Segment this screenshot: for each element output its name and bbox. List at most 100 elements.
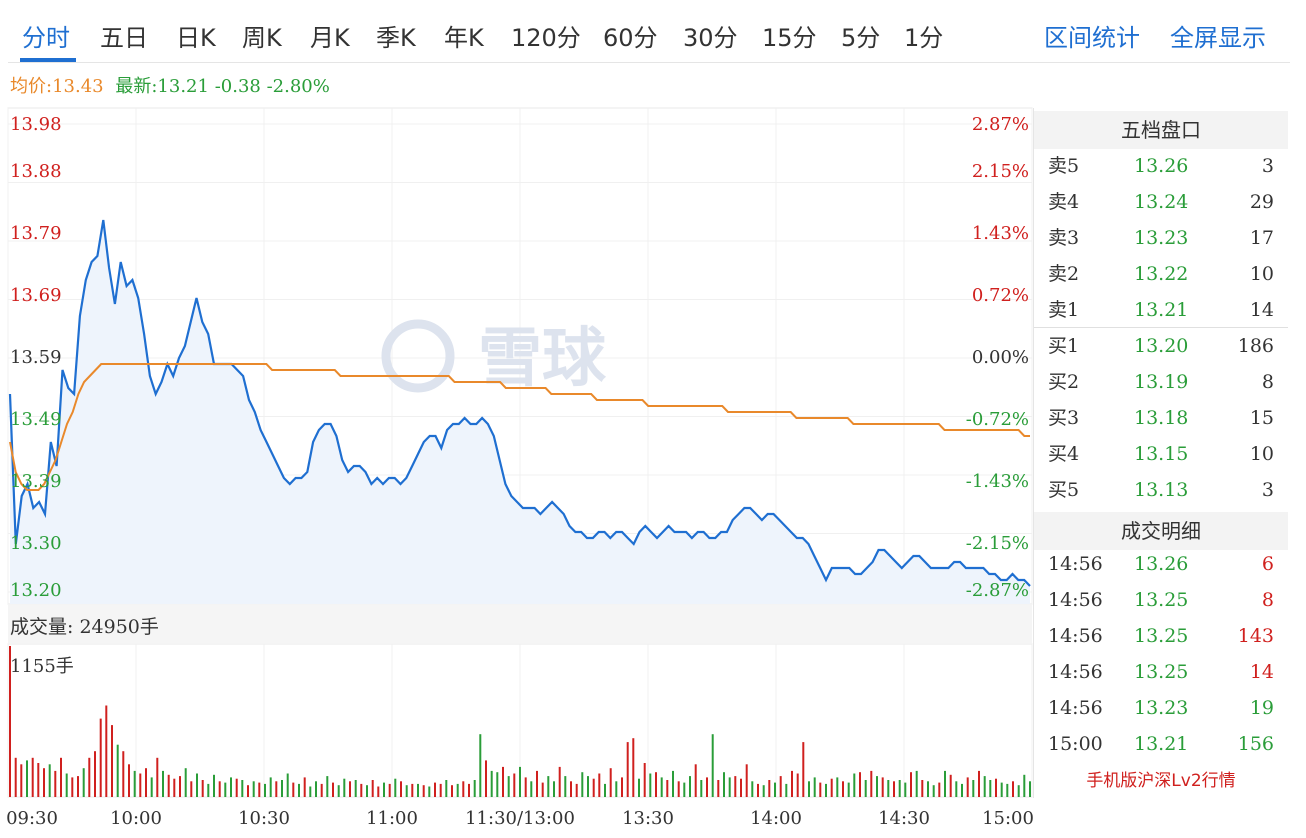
tab-7[interactable]: 120分 bbox=[511, 24, 581, 52]
trade-row: 14:56 13.26 6 bbox=[1034, 546, 1288, 582]
volume-bar bbox=[213, 774, 215, 797]
tab-11[interactable]: 5分 bbox=[841, 24, 881, 52]
volume-bar bbox=[224, 782, 227, 797]
row-volume: 19 bbox=[1249, 697, 1274, 719]
y-tick-label: 13.59 bbox=[10, 347, 62, 368]
volume-header bbox=[8, 605, 1032, 643]
tab-3[interactable]: 周K bbox=[242, 24, 282, 52]
volume-bar bbox=[796, 773, 799, 797]
volume-bar bbox=[332, 782, 334, 797]
volume-bar bbox=[683, 782, 686, 797]
volume-bar bbox=[366, 785, 368, 797]
volume-bar bbox=[558, 766, 561, 797]
volume-bar bbox=[774, 782, 776, 797]
volume-bar bbox=[400, 781, 402, 797]
volume-bar bbox=[196, 773, 198, 797]
volume-bar bbox=[592, 778, 595, 797]
pct-tick-label: -2.15% bbox=[966, 533, 1029, 554]
volume-bar bbox=[116, 744, 119, 797]
avg-value: 13.43 bbox=[52, 76, 104, 97]
bid-row: 买2 13.19 8 bbox=[1034, 364, 1288, 400]
tab-10[interactable]: 15分 bbox=[762, 24, 817, 52]
volume-bar bbox=[26, 760, 28, 797]
volume-bar bbox=[1006, 783, 1009, 797]
row-label: 买5 bbox=[1048, 479, 1080, 501]
volume-bar bbox=[218, 781, 221, 797]
volume-bar bbox=[133, 770, 136, 797]
volume-bar bbox=[768, 780, 771, 797]
tab-2[interactable]: 日K bbox=[176, 24, 216, 52]
volume-bar bbox=[910, 772, 912, 797]
change-pct: -2.80% bbox=[266, 76, 330, 97]
volume-bar bbox=[927, 781, 929, 797]
volume-bar bbox=[689, 776, 691, 797]
bid-row: 买5 13.13 3 bbox=[1034, 472, 1288, 508]
row-volume: 17 bbox=[1249, 227, 1274, 249]
volume-bar bbox=[37, 763, 40, 797]
volume-bar bbox=[502, 766, 504, 797]
volume-bar bbox=[156, 757, 159, 797]
row-label: 买4 bbox=[1048, 443, 1080, 465]
order-book-title: 五档盘口 bbox=[1034, 111, 1288, 149]
volume-bar bbox=[99, 718, 102, 797]
volume-bar bbox=[660, 777, 663, 797]
volume-bar bbox=[490, 770, 493, 797]
row-volume: 3 bbox=[1261, 155, 1274, 177]
tab-9[interactable]: 30分 bbox=[683, 24, 738, 52]
tab-0[interactable]: 分时 bbox=[22, 24, 70, 52]
volume-bar bbox=[762, 785, 765, 797]
tab-4[interactable]: 月K bbox=[310, 24, 350, 52]
trade-row: 14:56 13.23 19 bbox=[1034, 690, 1288, 726]
tab-1[interactable]: 五日 bbox=[100, 24, 148, 52]
volume-bar bbox=[94, 751, 96, 797]
volume-bar bbox=[354, 780, 357, 797]
row-volume: 15 bbox=[1249, 407, 1274, 429]
volume-bar bbox=[938, 782, 941, 797]
row-label: 买3 bbox=[1048, 407, 1080, 429]
lv2-promo-link[interactable]: 手机版沪深Lv2行情 bbox=[1086, 771, 1236, 791]
volume-bar bbox=[904, 782, 907, 797]
pct-tick-label: -0.72% bbox=[966, 409, 1029, 430]
volume-bar bbox=[734, 776, 737, 797]
volume-bar bbox=[145, 768, 147, 797]
volume-bar bbox=[462, 781, 465, 797]
volume-bar bbox=[371, 780, 374, 797]
volume-bar bbox=[122, 751, 125, 797]
volume-bar bbox=[553, 781, 555, 797]
volume-bar bbox=[643, 763, 646, 797]
row-price: 13.23 bbox=[1134, 227, 1189, 249]
tab-12[interactable]: 1分 bbox=[904, 24, 944, 52]
x-tick-label: 09:30 bbox=[6, 808, 58, 829]
volume-bar bbox=[445, 780, 448, 797]
volume-bar bbox=[128, 764, 130, 797]
volume-bar bbox=[966, 777, 969, 797]
range-stats-button[interactable]: 区间统计 bbox=[1044, 24, 1140, 52]
tab-5[interactable]: 季K bbox=[376, 24, 416, 52]
volume-bar bbox=[700, 780, 703, 797]
ask-row: 卖5 13.26 3 bbox=[1034, 148, 1288, 184]
volume-bar bbox=[14, 757, 17, 797]
watermark-logo-icon bbox=[381, 319, 455, 393]
tab-6[interactable]: 年K bbox=[444, 24, 484, 52]
volume-bar bbox=[60, 757, 62, 797]
volume-bar bbox=[241, 780, 244, 797]
volume-bar bbox=[779, 776, 782, 797]
volume-bar bbox=[1029, 781, 1031, 797]
volume-bar bbox=[173, 778, 176, 797]
volume-bar bbox=[179, 776, 181, 797]
volume-bar bbox=[655, 772, 657, 797]
volume-bar bbox=[853, 773, 856, 797]
volume-bar bbox=[915, 770, 918, 797]
volume-bar bbox=[638, 778, 640, 797]
volume-bar bbox=[315, 781, 317, 797]
volume-bar bbox=[887, 780, 890, 797]
volume-bar bbox=[791, 770, 793, 797]
fullscreen-button[interactable]: 全屏显示 bbox=[1170, 24, 1266, 52]
row-price: 13.26 bbox=[1134, 553, 1189, 575]
volume-bar bbox=[201, 780, 204, 797]
tab-8[interactable]: 60分 bbox=[603, 24, 658, 52]
row-volume: 3 bbox=[1261, 479, 1274, 501]
row-price: 13.21 bbox=[1134, 299, 1189, 321]
row-label: 14:56 bbox=[1048, 553, 1103, 575]
row-price: 13.18 bbox=[1134, 407, 1189, 429]
